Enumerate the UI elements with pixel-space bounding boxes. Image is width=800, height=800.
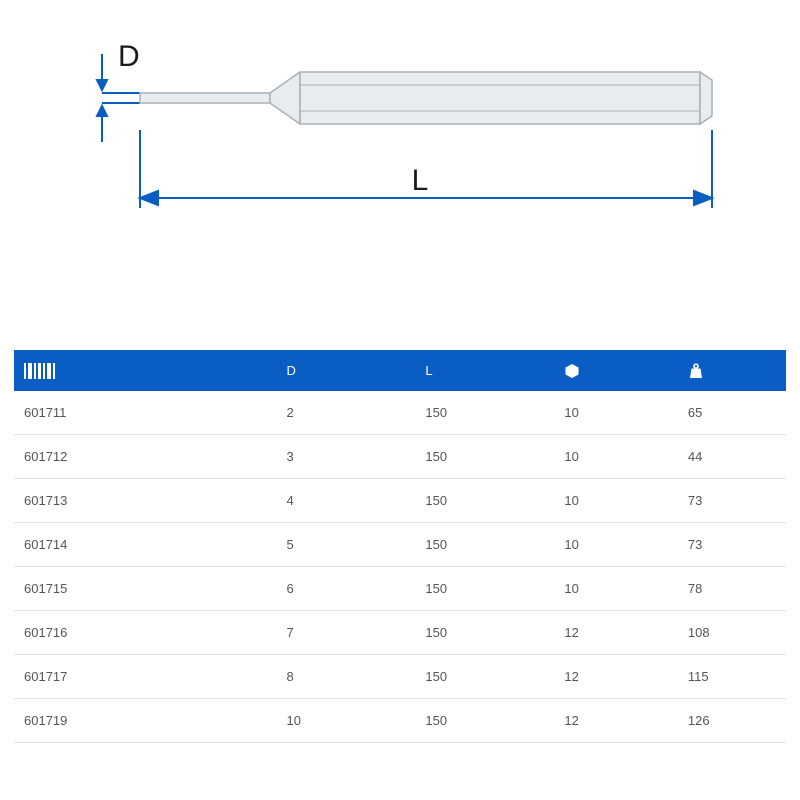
cell-wt: 78: [678, 566, 786, 610]
cell-code: 601714: [14, 522, 276, 566]
cell-code: 601719: [14, 698, 276, 742]
cell-hex: 10: [554, 478, 678, 522]
table-row: 6017191015012126: [14, 698, 786, 742]
cell-code: 601716: [14, 610, 276, 654]
cell-D: 4: [276, 478, 415, 522]
cell-code: 601712: [14, 434, 276, 478]
cell-wt: 44: [678, 434, 786, 478]
col-header-code: [14, 350, 276, 391]
dimension-label-D: D: [118, 40, 140, 73]
cell-D: 2: [276, 391, 415, 435]
cell-hex: 12: [554, 654, 678, 698]
table-row: 601717815012115: [14, 654, 786, 698]
table-row: 60171121501065: [14, 391, 786, 435]
cell-L: 150: [415, 434, 554, 478]
cell-D: 8: [276, 654, 415, 698]
cell-wt: 65: [678, 391, 786, 435]
cell-L: 150: [415, 654, 554, 698]
cell-code: 601713: [14, 478, 276, 522]
cell-L: 150: [415, 478, 554, 522]
spec-table-container: D L 60171121501: [14, 350, 786, 743]
table-row: 60171451501073: [14, 522, 786, 566]
col-header-L: L: [415, 350, 554, 391]
hexagon-icon: [564, 362, 580, 377]
cell-L: 150: [415, 522, 554, 566]
weight-icon: [688, 362, 704, 377]
cell-D: 3: [276, 434, 415, 478]
cell-L: 150: [415, 391, 554, 435]
dimension-diagram: D L: [60, 30, 740, 260]
cell-D: 7: [276, 610, 415, 654]
barcode-icon: [24, 362, 57, 379]
col-header-hex: [554, 350, 678, 391]
cell-code: 601715: [14, 566, 276, 610]
dimension-label-L: L: [412, 164, 429, 197]
table-row: 60171231501044: [14, 434, 786, 478]
cell-wt: 108: [678, 610, 786, 654]
cell-hex: 12: [554, 698, 678, 742]
cell-D: 6: [276, 566, 415, 610]
table-row: 60171561501078: [14, 566, 786, 610]
cell-wt: 73: [678, 478, 786, 522]
col-header-weight: [678, 350, 786, 391]
cell-hex: 10: [554, 522, 678, 566]
cell-hex: 12: [554, 610, 678, 654]
cell-D: 10: [276, 698, 415, 742]
table-row: 60171341501073: [14, 478, 786, 522]
spec-table: D L 60171121501: [14, 350, 786, 743]
cell-code: 601717: [14, 654, 276, 698]
cell-wt: 73: [678, 522, 786, 566]
cell-code: 601711: [14, 391, 276, 435]
cell-hex: 10: [554, 434, 678, 478]
cell-wt: 115: [678, 654, 786, 698]
cell-hex: 10: [554, 566, 678, 610]
cell-L: 150: [415, 698, 554, 742]
spec-table-body: 6017112150106560171231501044601713415010…: [14, 391, 786, 743]
table-header-row: D L: [14, 350, 786, 391]
table-row: 601716715012108: [14, 610, 786, 654]
col-header-D: D: [276, 350, 415, 391]
cell-hex: 10: [554, 391, 678, 435]
cell-L: 150: [415, 566, 554, 610]
cell-wt: 126: [678, 698, 786, 742]
cell-L: 150: [415, 610, 554, 654]
cell-D: 5: [276, 522, 415, 566]
